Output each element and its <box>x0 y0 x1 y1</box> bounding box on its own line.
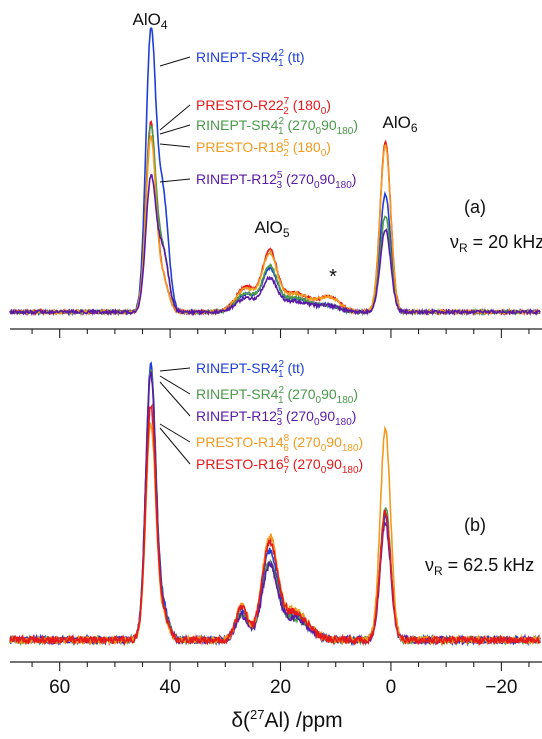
legend-entry-b: PRESTO-R148 6 (270090180) <box>196 433 363 454</box>
legend-entry-b: RINEPT-SR42 1 (270090180) <box>196 385 358 406</box>
x-tick-label: 40 <box>160 677 181 698</box>
legend-leader-b <box>159 375 191 395</box>
legend-entry-b: RINEPT-SR42 1 (tt) <box>196 359 305 380</box>
peak-label-alo5: AlO5 <box>254 218 289 240</box>
spinning-sideband-marker: * <box>329 266 337 288</box>
legend-entry-b: PRESTO-R166 7 (270090180) <box>196 455 363 476</box>
legend-entry-b: RINEPT-R125 3 (270090180) <box>196 407 356 428</box>
x-tick-label: 20 <box>270 677 291 698</box>
panel-label-b: (b) <box>464 515 486 535</box>
x-tick-label: 60 <box>49 677 70 698</box>
spinning-rate-b: νR = 62.5 kHz <box>425 555 534 578</box>
legend-leader-a <box>159 104 191 131</box>
x-tick-label: 0 <box>386 677 397 698</box>
axes: 60 40 20 0 −20 <box>10 328 542 698</box>
annotations: (a) νR = 20 kHz (b) νR = 62.5 kHz AlO4 AlO5 Al… <box>132 10 542 578</box>
legend-entry-a: RINEPT-SR42 1 (tt) <box>196 48 305 69</box>
panel-b <box>9 361 541 647</box>
legend-leader-a <box>159 56 191 67</box>
legend-entry-a: PRESTO-R185 2 (1800) <box>196 138 331 159</box>
legend-entry-a: RINEPT-SR42 1 (270090180) <box>196 116 358 137</box>
panel-a <box>9 27 541 317</box>
peak-label-alo6: AlO6 <box>382 113 417 135</box>
legend-leader-b <box>159 367 191 372</box>
legend-leader-a <box>159 143 191 148</box>
legend-leader-b <box>159 381 191 417</box>
series-line-a-5 <box>9 174 541 317</box>
legend-leader-b <box>159 427 191 465</box>
x-axis-label: δ(27Al) /ppm <box>231 707 342 732</box>
legend-entry-a: PRESTO-R227 2 (1800) <box>196 96 331 117</box>
series-line-b-5 <box>9 403 541 647</box>
legend-entry-a: RINEPT-R125 3 (270090180) <box>196 170 356 191</box>
series-line-b-1 <box>9 361 541 647</box>
spectra-traces <box>9 27 541 647</box>
legend-leader-a <box>159 124 191 135</box>
legend-leader-b <box>159 423 191 443</box>
legends: RINEPT-SR42 1 (tt)PRESTO-R227 2 (1800)RINE… <box>159 48 363 476</box>
panel-label-a: (a) <box>464 197 486 217</box>
legend-leader-a <box>159 178 191 183</box>
x-tick-label: −20 <box>485 677 517 698</box>
peak-label-alo4: AlO4 <box>132 10 167 32</box>
spinning-rate-a: νR = 20 kHz <box>450 232 542 255</box>
